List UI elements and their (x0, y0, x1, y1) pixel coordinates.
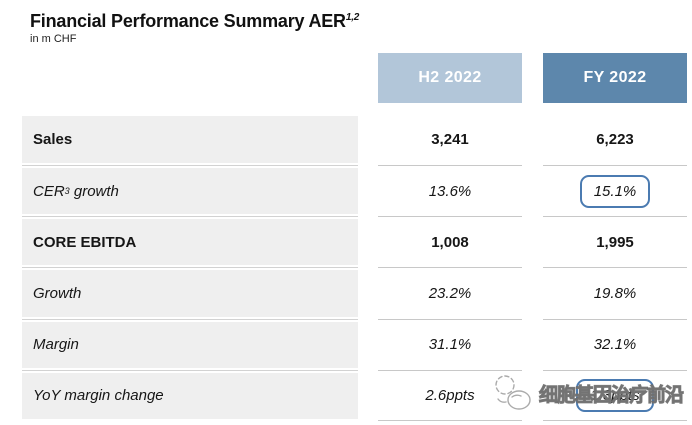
table-row-margin: Margin 31.1% 32.1% (22, 318, 687, 370)
column-header-h2-2022: H2 2022 (378, 53, 522, 103)
title-superscript: 1,2 (345, 12, 360, 23)
fy-value-cell: 6,223 (596, 131, 634, 149)
row-label: YoY margin change (22, 369, 358, 421)
h2-value-cell: 1,008 (378, 216, 522, 267)
fy-value-cell: 15.1% (543, 165, 687, 216)
column-header-label: H2 2022 (418, 69, 482, 86)
fy-value-cell: 1,995 (543, 216, 687, 267)
table-row-sales: Sales 3,241 6,223 (22, 114, 687, 166)
highlighted-value-box: 1.3ppts (576, 378, 654, 412)
fy-value-cell: 32.1% (543, 318, 687, 370)
row-label: CER 3 growth (22, 165, 358, 217)
table-row-growth: Growth 23.2% 19.8% (22, 267, 687, 319)
h2-value-cell: 23.2% (378, 267, 522, 318)
row-label-text: CER (33, 182, 65, 200)
table-row-core-ebitda: CORE EBITDA 1,008 1,995 (22, 216, 687, 268)
h2-value-cell: 2.6ppts (378, 369, 522, 421)
page-title-text: Financial Performance Summary AER (30, 11, 346, 31)
row-label: Sales (22, 114, 358, 166)
table-row-cer-growth: CER 3 growth 13.6% 15.1% (22, 165, 687, 217)
h2-value-cell: 31.1% (378, 318, 522, 370)
h2-value-cell: 13.6% (378, 165, 522, 216)
units-subtitle: in m CHF (30, 33, 77, 45)
row-label: Growth (22, 267, 358, 319)
row-label: Margin (22, 318, 358, 370)
table-row-yoy-margin-change: YoY margin change 2.6ppts 1.3ppts (22, 369, 687, 421)
h2-value-cell: 3,241 (431, 131, 469, 149)
highlighted-value-box: 15.1% (579, 174, 651, 208)
row-label-text: growth (69, 182, 119, 200)
column-header-label: FY 2022 (583, 69, 647, 86)
fy-value-cell: 19.8% (543, 267, 687, 318)
financial-summary-table: Sales 3,241 6,223 CER 3 growth 13.6% 15.1… (22, 114, 687, 421)
row-label: CORE EBITDA (22, 216, 358, 268)
fy-value-cell: 1.3ppts (543, 369, 687, 421)
column-header-fy-2022: FY 2022 (543, 53, 687, 103)
page-title: Financial Performance Summary AER1,2 (30, 11, 359, 32)
